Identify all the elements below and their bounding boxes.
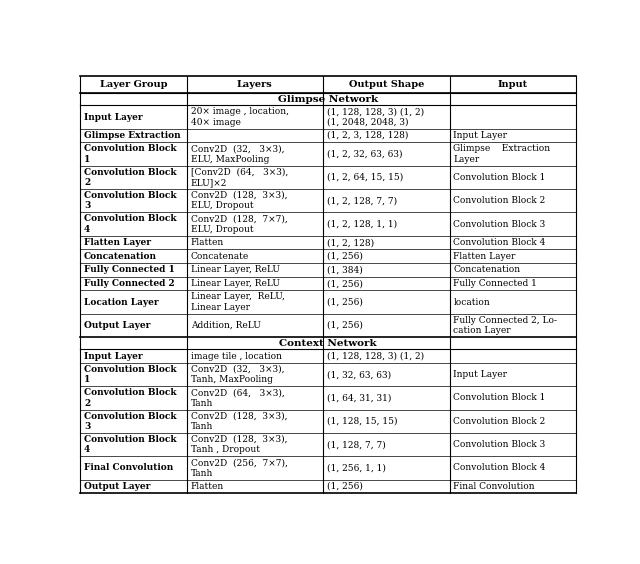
Text: Concatenation: Concatenation <box>454 266 520 275</box>
Text: (1, 256): (1, 256) <box>327 482 363 491</box>
Text: Final Convolution: Final Convolution <box>84 464 173 473</box>
Text: Convolution Block
1: Convolution Block 1 <box>84 144 177 164</box>
Text: Conv2D  (128,  3×3),
Tanh: Conv2D (128, 3×3), Tanh <box>191 412 287 431</box>
Text: Convolution Block
4: Convolution Block 4 <box>84 435 177 454</box>
Text: [Conv2D  (64,   3×3),
ELU]×2: [Conv2D (64, 3×3), ELU]×2 <box>191 168 288 187</box>
Text: 20× image , location,
40× image: 20× image , location, 40× image <box>191 107 289 127</box>
Text: Linear Layer,  ReLU,
Linear Layer: Linear Layer, ReLU, Linear Layer <box>191 292 285 312</box>
Text: Input Layer: Input Layer <box>84 351 143 360</box>
Text: Location Layer: Location Layer <box>84 298 159 307</box>
Text: Concatenation: Concatenation <box>84 252 157 261</box>
Text: Output Shape: Output Shape <box>349 80 424 89</box>
Text: Fully Connected 1: Fully Connected 1 <box>454 279 538 288</box>
Text: Addition, ReLU: Addition, ReLU <box>191 321 260 330</box>
Text: Linear Layer, ReLU: Linear Layer, ReLU <box>191 266 280 275</box>
Text: (1, 2, 64, 15, 15): (1, 2, 64, 15, 15) <box>327 173 403 182</box>
Text: (1, 2, 128, 1, 1): (1, 2, 128, 1, 1) <box>327 219 397 228</box>
Text: (1, 32, 63, 63): (1, 32, 63, 63) <box>327 370 391 379</box>
Text: Conv2D  (64,   3×3),
Tanh: Conv2D (64, 3×3), Tanh <box>191 388 284 408</box>
Text: Convolution Block 3: Convolution Block 3 <box>454 219 546 228</box>
Text: Convolution Block
3: Convolution Block 3 <box>84 191 177 210</box>
Text: Convolution Block 2: Convolution Block 2 <box>454 196 546 205</box>
Text: Convolution Block 3: Convolution Block 3 <box>454 440 546 449</box>
Text: (1, 128, 128, 3) (1, 2): (1, 128, 128, 3) (1, 2) <box>327 351 424 360</box>
Text: Fully Connected 1: Fully Connected 1 <box>84 266 175 275</box>
Text: Fully Connected 2: Fully Connected 2 <box>84 279 175 288</box>
Text: (1, 256): (1, 256) <box>327 279 363 288</box>
Text: Glimpse Network: Glimpse Network <box>278 95 378 104</box>
Text: (1, 256): (1, 256) <box>327 321 363 330</box>
Text: Final Convolution: Final Convolution <box>454 482 535 491</box>
Text: (1, 2, 32, 63, 63): (1, 2, 32, 63, 63) <box>327 149 403 158</box>
Text: Conv2D  (256,  7×7),
Tanh: Conv2D (256, 7×7), Tanh <box>191 458 287 478</box>
Text: Conv2D  (128,  3×3),
Tanh , Dropout: Conv2D (128, 3×3), Tanh , Dropout <box>191 435 287 454</box>
Text: Conv2D  (32,   3×3),
ELU, MaxPooling: Conv2D (32, 3×3), ELU, MaxPooling <box>191 144 284 164</box>
Text: (1, 64, 31, 31): (1, 64, 31, 31) <box>327 394 392 402</box>
Text: Convolution Block
2: Convolution Block 2 <box>84 388 177 408</box>
Text: Input Layer: Input Layer <box>84 112 143 121</box>
Text: (1, 128, 15, 15): (1, 128, 15, 15) <box>327 417 397 426</box>
Text: Flatten: Flatten <box>191 238 224 247</box>
Text: Flatten: Flatten <box>191 482 224 491</box>
Text: Layers: Layers <box>237 80 273 89</box>
Text: Convolution Block
2: Convolution Block 2 <box>84 168 177 187</box>
Text: Context Network: Context Network <box>279 338 377 347</box>
Text: Conv2D  (32,   3×3),
Tanh, MaxPooling: Conv2D (32, 3×3), Tanh, MaxPooling <box>191 365 284 384</box>
Text: Input Layer: Input Layer <box>454 370 508 379</box>
Text: image tile , location: image tile , location <box>191 351 282 360</box>
Text: Output Layer: Output Layer <box>84 482 150 491</box>
Text: (1, 256): (1, 256) <box>327 252 363 261</box>
Text: (1, 256): (1, 256) <box>327 298 363 307</box>
Text: Convolution Block 1: Convolution Block 1 <box>454 173 546 182</box>
Text: (1, 2, 128): (1, 2, 128) <box>327 238 374 247</box>
Text: (1, 384): (1, 384) <box>327 266 363 275</box>
Text: Input Layer: Input Layer <box>454 131 508 140</box>
Text: Convolution Block 2: Convolution Block 2 <box>454 417 546 426</box>
Text: location: location <box>454 298 490 307</box>
Text: Flatten Layer: Flatten Layer <box>454 252 516 261</box>
Text: Layer Group: Layer Group <box>100 80 167 89</box>
Text: Convolution Block
4: Convolution Block 4 <box>84 214 177 233</box>
Text: (1, 256, 1, 1): (1, 256, 1, 1) <box>327 464 386 473</box>
Text: Output Layer: Output Layer <box>84 321 150 330</box>
Text: (1, 2, 128, 7, 7): (1, 2, 128, 7, 7) <box>327 196 397 205</box>
Text: (1, 128, 128, 3) (1, 2)
(1, 2048, 2048, 3): (1, 128, 128, 3) (1, 2) (1, 2048, 2048, … <box>327 107 424 127</box>
Text: Glimpse Extraction: Glimpse Extraction <box>84 131 180 140</box>
Text: Fully Connected 2, Lo-
cation Layer: Fully Connected 2, Lo- cation Layer <box>454 316 557 335</box>
Text: Input: Input <box>498 80 528 89</box>
Text: Flatten Layer: Flatten Layer <box>84 238 151 247</box>
Text: Glimpse    Extraction
Layer: Glimpse Extraction Layer <box>454 144 550 164</box>
Text: (1, 2, 3, 128, 128): (1, 2, 3, 128, 128) <box>327 131 408 140</box>
Text: Concatenate: Concatenate <box>191 252 249 261</box>
Text: Conv2D  (128,  3×3),
ELU, Dropout: Conv2D (128, 3×3), ELU, Dropout <box>191 191 287 210</box>
Text: Convolution Block
1: Convolution Block 1 <box>84 365 177 384</box>
Text: Linear Layer, ReLU: Linear Layer, ReLU <box>191 279 280 288</box>
Text: (1, 128, 7, 7): (1, 128, 7, 7) <box>327 440 386 449</box>
Text: Convolution Block 1: Convolution Block 1 <box>454 394 546 402</box>
Text: Convolution Block 4: Convolution Block 4 <box>454 238 546 247</box>
Text: Convolution Block 4: Convolution Block 4 <box>454 464 546 473</box>
Text: Conv2D  (128,  7×7),
ELU, Dropout: Conv2D (128, 7×7), ELU, Dropout <box>191 214 287 233</box>
Text: Convolution Block
3: Convolution Block 3 <box>84 412 177 431</box>
